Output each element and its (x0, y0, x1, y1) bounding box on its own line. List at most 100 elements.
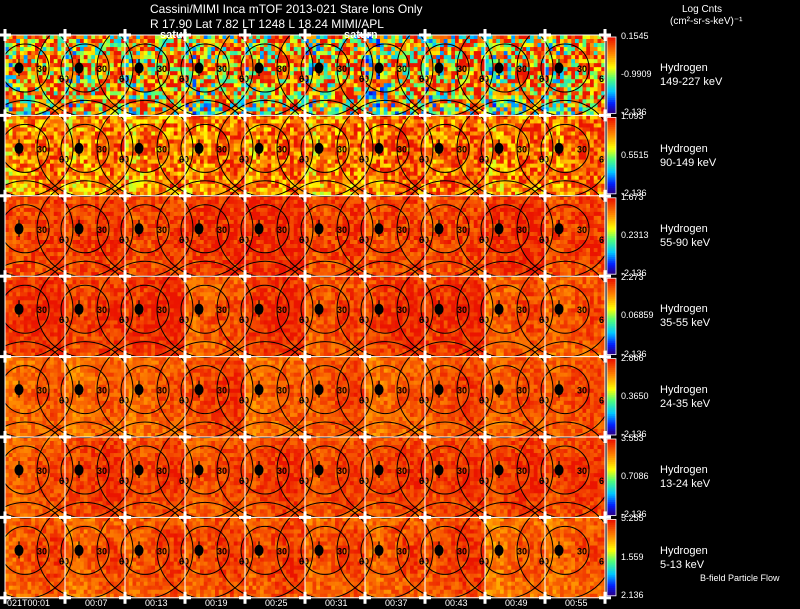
heatmap-cell (5, 63, 9, 67)
heatmap-cell (294, 71, 298, 75)
heatmap-cell (133, 51, 137, 55)
heatmap-cell (151, 79, 155, 83)
heatmap-cell (148, 79, 152, 83)
heatmap-cell (13, 39, 17, 43)
heatmap-cell (88, 63, 92, 67)
heatmap-cell (211, 63, 215, 67)
heatmap-cell (234, 43, 238, 47)
heatmap-cell (129, 63, 133, 67)
heatmap-cell (260, 79, 264, 83)
heatmap-cell (196, 51, 200, 55)
heatmap-cell (151, 51, 155, 55)
heatmap-cell (200, 79, 204, 83)
heatmap-cell (114, 39, 118, 43)
heatmap-cell (226, 43, 230, 47)
heatmap-cell (136, 51, 140, 55)
heatmap-cell (110, 83, 114, 87)
heatmap-cell (286, 47, 290, 51)
heatmap-cell (193, 91, 197, 95)
heatmap-cell (298, 43, 302, 47)
heatmap-cell (256, 107, 260, 111)
heatmap-cell (35, 83, 39, 87)
heatmap-cell (99, 35, 103, 39)
heatmap-cell (294, 43, 298, 47)
heatmap-cell (114, 75, 118, 79)
heatmap-cell (230, 71, 234, 75)
heatmap-cell (178, 87, 182, 91)
heatmap-cell (234, 67, 238, 71)
heatmap-cell (54, 59, 58, 63)
heatmap-cell (136, 55, 140, 59)
heatmap-cell (166, 91, 170, 95)
heatmap-cell (294, 51, 298, 55)
heatmap-cell (31, 67, 35, 71)
heatmap-cell (91, 71, 95, 75)
heatmap-cell (256, 95, 260, 99)
heatmap-cell (204, 59, 208, 63)
heatmap-cell (99, 95, 103, 99)
heatmap-cell (253, 83, 257, 87)
heatmap-cell (133, 35, 137, 39)
heatmap-cell (331, 47, 335, 51)
heatmap-cell (320, 47, 324, 51)
heatmap-cell (24, 67, 28, 71)
heatmap-cell (99, 75, 103, 79)
heatmap-cell (249, 95, 253, 99)
heatmap-cell (20, 83, 24, 87)
heatmap-cell (39, 75, 43, 79)
heatmap-cell (204, 35, 208, 39)
heatmap-cell (151, 95, 155, 99)
heatmap-cell (28, 51, 32, 55)
heatmap-cell (76, 103, 80, 107)
heatmap-cell (200, 95, 204, 99)
heatmap-cell (54, 43, 58, 47)
heatmap-cell (13, 91, 17, 95)
heatmap-cell (204, 67, 208, 71)
heatmap-cell (95, 35, 99, 39)
heatmap-cell (268, 71, 272, 75)
heatmap-cell (88, 95, 92, 99)
heatmap-cell (256, 75, 260, 79)
heatmap-cell (268, 99, 272, 103)
heatmap-cell (324, 47, 328, 51)
heatmap-cell (204, 95, 208, 99)
heatmap-cell (163, 99, 167, 103)
heatmap-cell (260, 87, 264, 91)
heatmap-cell (20, 55, 24, 59)
heatmap-cell (144, 63, 148, 67)
heatmap-cell (219, 75, 223, 79)
heatmap-cell (294, 75, 298, 79)
heatmap-cell (260, 47, 264, 51)
heatmap-cell (328, 35, 332, 39)
heatmap-cell (316, 35, 320, 39)
heatmap-cell (46, 47, 50, 51)
heatmap-cell (196, 103, 200, 107)
heatmap-cell (80, 55, 84, 59)
heatmap-cell (84, 103, 88, 107)
heatmap-cell (223, 35, 227, 39)
heatmap-cell (73, 55, 77, 59)
heatmap-cell (159, 107, 163, 111)
heatmap-cell (114, 95, 118, 99)
heatmap-cell (54, 51, 58, 55)
heatmap-cell (144, 39, 148, 43)
heatmap-cell (234, 35, 238, 39)
heatmap-cell (226, 87, 230, 91)
heatmap-cell (155, 39, 159, 43)
heatmap-cell (204, 39, 208, 43)
heatmap-cell (99, 91, 103, 95)
heatmap-cell (16, 79, 20, 83)
heatmap-cell (170, 71, 174, 75)
heatmap-cell (148, 59, 152, 63)
heatmap-cell (76, 75, 80, 79)
heatmap-cell (118, 43, 122, 47)
heatmap-cell (148, 99, 152, 103)
heatmap-cell (110, 39, 114, 43)
heatmap-cell (189, 103, 193, 107)
heatmap-cell (253, 91, 257, 95)
heatmap-cell (144, 47, 148, 51)
heatmap-cell (170, 83, 174, 87)
heatmap-cell (144, 75, 148, 79)
heatmap-cell (9, 55, 13, 59)
heatmap-cell (110, 79, 114, 83)
